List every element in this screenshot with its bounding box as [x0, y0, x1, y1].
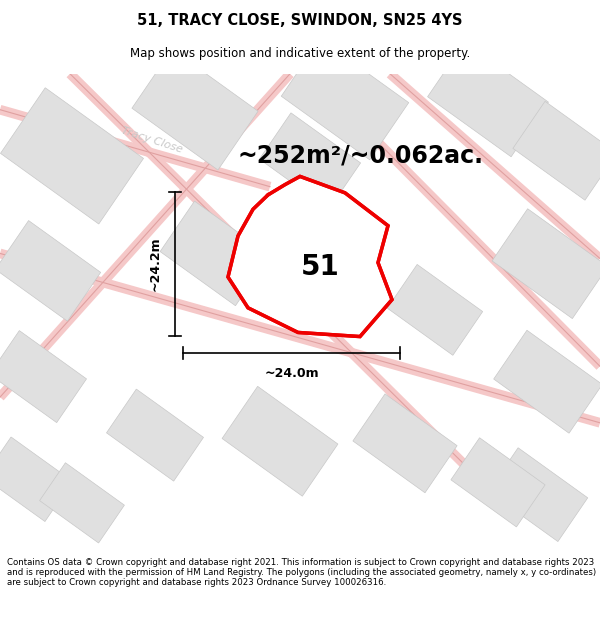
Polygon shape — [513, 101, 600, 200]
Polygon shape — [488, 448, 588, 541]
Polygon shape — [492, 209, 600, 319]
Polygon shape — [107, 389, 203, 481]
Polygon shape — [0, 221, 101, 321]
Text: Map shows position and indicative extent of the property.: Map shows position and indicative extent… — [130, 47, 470, 59]
Polygon shape — [259, 113, 361, 209]
Text: 51: 51 — [301, 253, 340, 281]
Text: ~252m²/~0.062ac.: ~252m²/~0.062ac. — [237, 144, 483, 168]
Polygon shape — [0, 331, 86, 422]
Polygon shape — [388, 264, 482, 355]
Polygon shape — [428, 42, 548, 157]
Text: Contains OS data © Crown copyright and database right 2021. This information is : Contains OS data © Crown copyright and d… — [7, 558, 596, 588]
Polygon shape — [1, 88, 143, 224]
Polygon shape — [0, 437, 73, 521]
Polygon shape — [228, 176, 392, 336]
Text: ~24.0m: ~24.0m — [264, 367, 319, 380]
Polygon shape — [451, 438, 545, 527]
Polygon shape — [132, 49, 258, 170]
Polygon shape — [281, 39, 409, 160]
Polygon shape — [353, 394, 457, 492]
Text: Tracy Close: Tracy Close — [120, 126, 184, 155]
Polygon shape — [160, 201, 270, 306]
Text: 51, TRACY CLOSE, SWINDON, SN25 4YS: 51, TRACY CLOSE, SWINDON, SN25 4YS — [137, 13, 463, 28]
Text: ~24.2m: ~24.2m — [149, 236, 161, 291]
Polygon shape — [40, 462, 124, 543]
Polygon shape — [222, 386, 338, 496]
Polygon shape — [494, 330, 600, 433]
